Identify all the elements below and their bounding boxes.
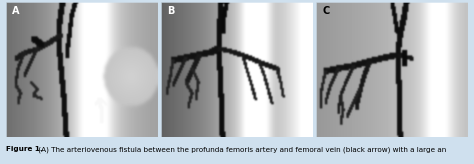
Text: C: C — [322, 6, 329, 16]
Text: (A) The arteriovenous fistula between the profunda femoris artery and femoral ve: (A) The arteriovenous fistula between th… — [36, 146, 446, 153]
Text: Figure 1.: Figure 1. — [6, 146, 42, 152]
Text: B: B — [167, 6, 174, 16]
Text: A: A — [12, 6, 19, 16]
